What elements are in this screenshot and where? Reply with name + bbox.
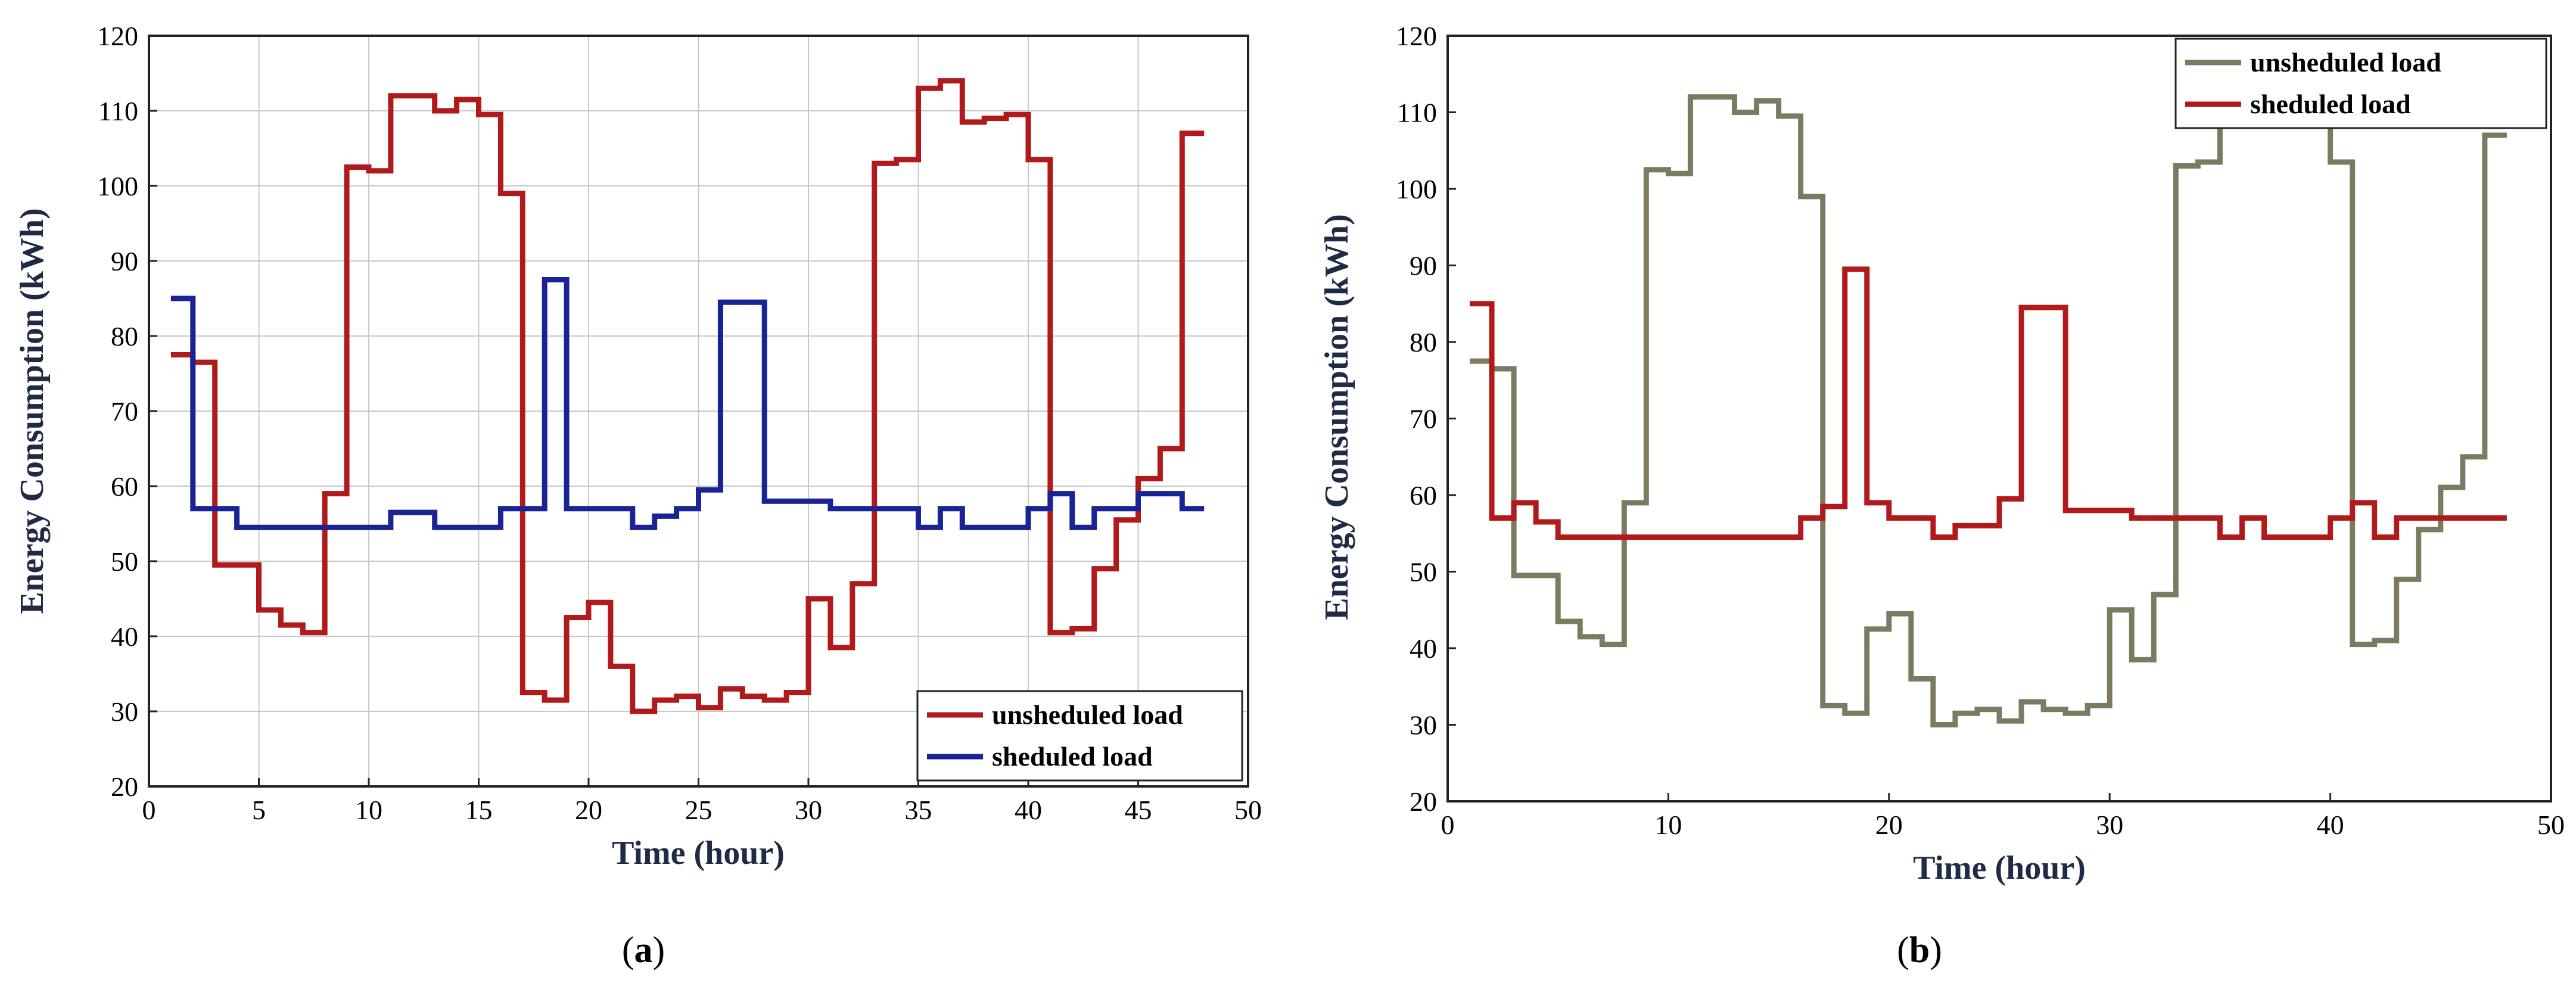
legend: unsheduled load sheduled load <box>2174 38 2547 129</box>
y-axis-title: Energy Consumption (kWh) <box>14 208 51 614</box>
x-tick-label: 50 <box>1234 795 1262 825</box>
y-tick-label: 90 <box>111 246 138 276</box>
chart-b: 0 10 20 30 40 50 20 30 40 50 60 70 80 90 100 110 120 Ti… <box>1318 21 2565 971</box>
gridlines <box>148 35 1249 787</box>
y-tick-labels: 20 30 40 50 60 70 80 90 100 110 120 <box>97 21 157 802</box>
y-tick-label: 60 <box>1410 480 1437 511</box>
x-tick-labels: 0 10 20 30 40 50 <box>1441 793 2565 840</box>
panel-label: (b) <box>1897 930 1942 971</box>
x-tick-label: 0 <box>1441 810 1455 840</box>
y-tick-label: 50 <box>1410 557 1437 587</box>
y-tick-label: 110 <box>1397 98 1437 128</box>
y-tick-label: 120 <box>97 21 138 51</box>
legend-box <box>2174 38 2547 129</box>
y-axis-title: Energy Consumption (kWh) <box>1318 214 1355 620</box>
y-tick-label: 20 <box>111 772 138 802</box>
y-tick-label: 20 <box>1410 786 1437 817</box>
y-tick-labels: 20 30 40 50 60 70 80 90 100 110 120 <box>1396 21 1456 817</box>
series-lines <box>1470 79 2507 727</box>
series-line-unsheduled-load <box>170 78 1205 714</box>
y-tick-label: 30 <box>111 696 138 727</box>
x-tick-label: 30 <box>2096 810 2123 840</box>
series-line-unsheduled-load <box>1470 79 2507 727</box>
y-tick-label: 70 <box>111 396 138 427</box>
x-tick-label: 0 <box>142 795 156 825</box>
y-tick-label: 80 <box>111 321 138 352</box>
x-tick-label: 30 <box>795 795 822 825</box>
series-line-sheduled-load <box>170 277 1205 530</box>
x-tick-label: 40 <box>2317 810 2344 840</box>
series-line-sheduled-load <box>1470 266 2507 540</box>
legend-box <box>916 690 1243 782</box>
y-tick-label: 60 <box>111 471 138 502</box>
x-tick-label: 5 <box>252 795 266 825</box>
x-tick-label: 50 <box>2537 810 2565 840</box>
x-tick-label: 35 <box>905 795 932 825</box>
legend-label-unsheduled: unsheduled load <box>2250 47 2441 77</box>
x-axis-title: Time (hour) <box>1913 850 2086 887</box>
y-tick-label: 50 <box>111 546 138 577</box>
plot-frame <box>1446 35 2552 803</box>
x-tick-labels: 0 5 10 15 20 25 30 35 40 45 50 <box>142 778 1262 825</box>
legend: unsheduled load sheduled load <box>916 690 1243 782</box>
y-tick-label: 100 <box>97 171 138 201</box>
x-tick-label: 40 <box>1015 795 1042 825</box>
y-tick-label: 70 <box>1410 404 1437 434</box>
legend-label-unsheduled: unsheduled load <box>992 699 1183 730</box>
x-tick-label: 25 <box>685 795 713 825</box>
x-tick-label: 45 <box>1125 795 1152 825</box>
y-tick-label: 120 <box>1396 21 1437 51</box>
series-lines <box>170 78 1205 714</box>
y-tick-label: 40 <box>1410 633 1437 664</box>
legend-label-sheduled: sheduled load <box>2250 89 2411 119</box>
y-tick-label: 30 <box>1410 710 1437 741</box>
legend-label-sheduled: sheduled load <box>992 741 1153 772</box>
x-tick-label: 10 <box>355 795 382 825</box>
x-tick-label: 10 <box>1654 810 1682 840</box>
y-tick-label: 100 <box>1396 174 1437 204</box>
x-tick-label: 20 <box>575 795 602 825</box>
y-tick-label: 80 <box>1410 327 1437 357</box>
panel-label: (a) <box>622 930 665 971</box>
x-tick-label: 20 <box>1875 810 1903 840</box>
y-tick-label: 110 <box>98 96 138 126</box>
chart-a: 0 5 10 15 20 25 30 35 40 45 50 20 30 40 50 60 70 80 90 100… <box>14 21 1262 971</box>
x-tick-label: 15 <box>465 795 493 825</box>
x-axis-title: Time (hour) <box>612 835 785 872</box>
y-tick-label: 40 <box>111 621 138 652</box>
y-tick-label: 90 <box>1410 251 1437 281</box>
